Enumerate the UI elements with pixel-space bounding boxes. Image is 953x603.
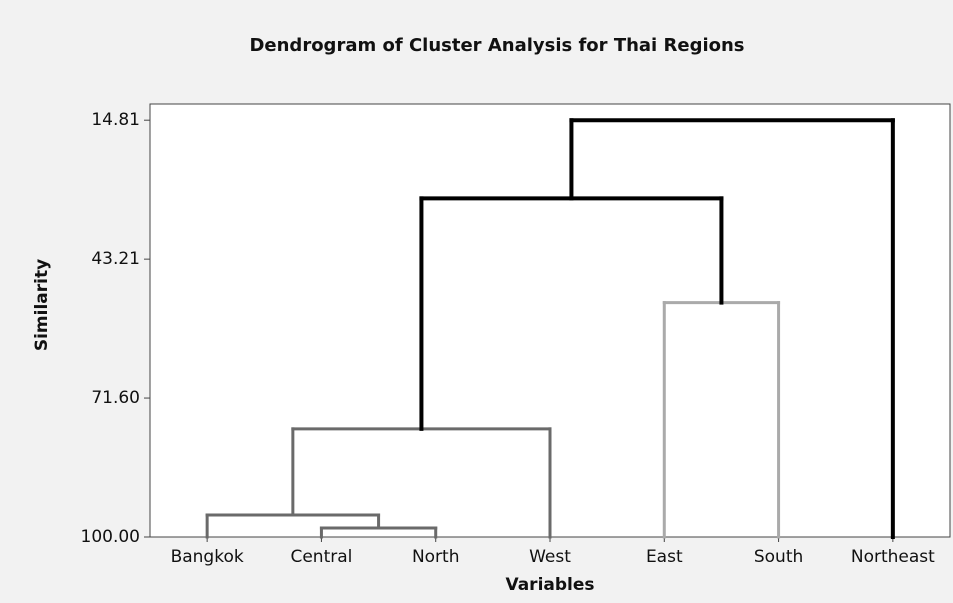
x-axis-label: Variables [505,575,594,595]
x-tick-label: Bangkok [171,547,244,567]
x-tick-label: Central [290,547,352,567]
y-tick-label: 71.60 [91,388,140,408]
y-axis-label: Similarity [32,259,52,351]
y-tick-label: 100.00 [81,527,140,547]
chart-title: Dendrogram of Cluster Analysis for Thai … [249,35,744,56]
x-tick-label: East [646,547,683,567]
x-tick-label: Northeast [851,547,935,567]
x-tick-label: North [412,547,460,567]
x-tick-label: West [529,547,571,567]
x-tick-label: South [754,547,803,567]
y-tick-label: 14.81 [91,110,140,130]
y-tick-label: 43.21 [91,249,140,269]
